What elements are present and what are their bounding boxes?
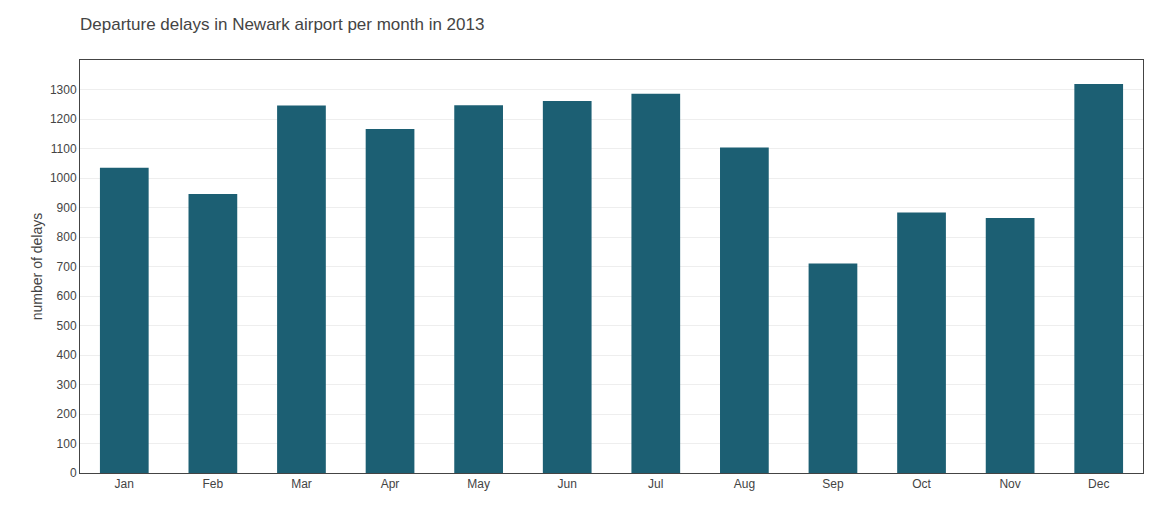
svg-text:Nov: Nov [999,477,1020,491]
svg-text:1100: 1100 [51,142,77,156]
svg-text:May: May [467,477,490,491]
svg-text:900: 900 [57,201,77,215]
svg-text:Departure delays in Newark air: Departure delays in Newark airport per m… [80,15,484,34]
svg-text:number of delays: number of delays [29,213,45,320]
svg-text:1000: 1000 [50,171,77,185]
svg-text:Sep: Sep [822,477,844,491]
svg-text:1200: 1200 [50,112,77,126]
svg-text:Mar: Mar [291,477,312,491]
svg-text:400: 400 [57,348,77,362]
svg-text:800: 800 [57,230,77,244]
svg-text:0: 0 [70,466,77,480]
svg-text:100: 100 [57,437,77,451]
svg-text:600: 600 [57,289,77,303]
svg-text:Jun: Jun [558,477,577,491]
svg-text:200: 200 [57,407,77,421]
svg-text:1300: 1300 [50,83,77,97]
svg-text:Aug: Aug [734,477,755,491]
svg-text:300: 300 [57,378,77,392]
svg-text:Oct: Oct [912,477,931,491]
svg-text:Apr: Apr [381,477,400,491]
svg-text:500: 500 [57,319,77,333]
svg-text:Feb: Feb [203,477,224,491]
svg-text:Jan: Jan [115,477,134,491]
svg-text:Dec: Dec [1088,477,1109,491]
svg-text:Jul: Jul [648,477,663,491]
svg-text:700: 700 [57,260,77,274]
